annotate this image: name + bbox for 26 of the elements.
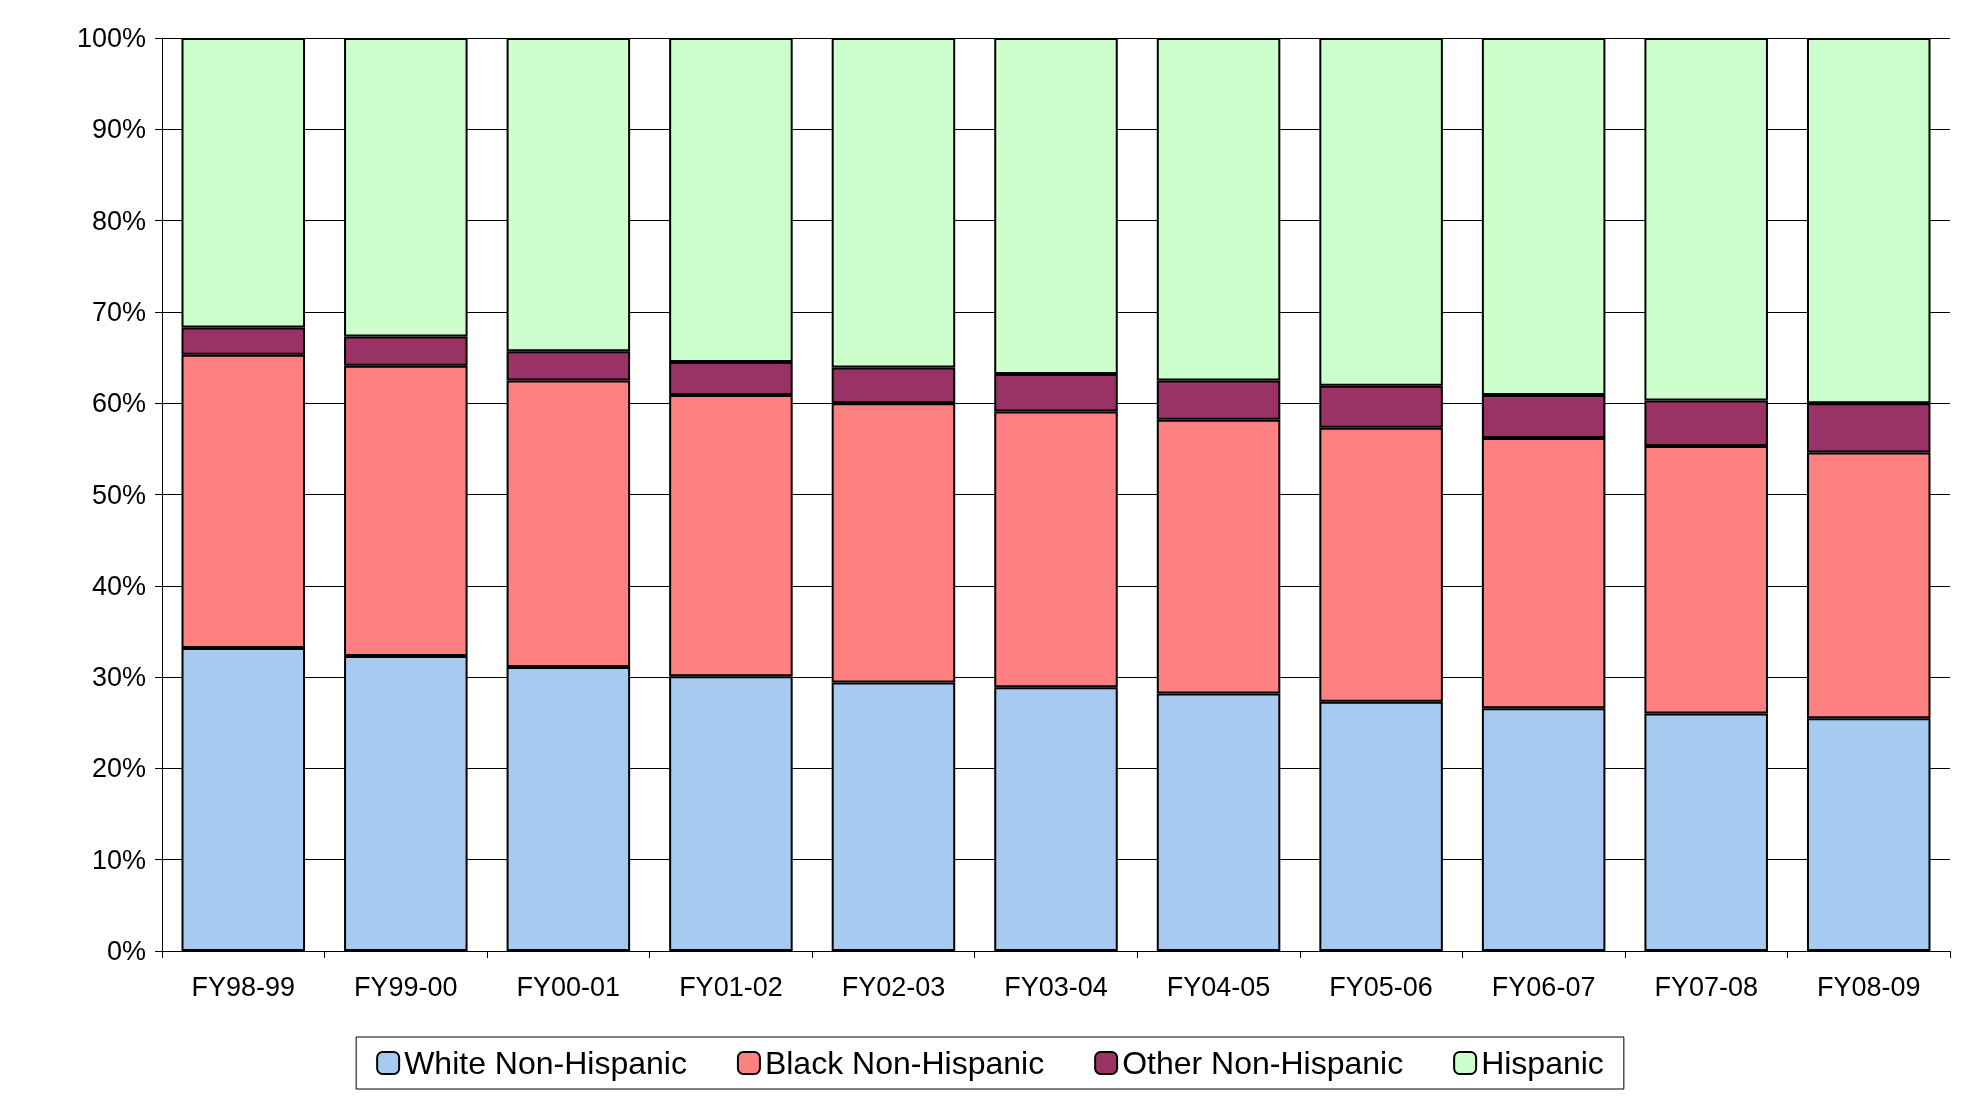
y-tick-label: 0% [106,936,146,966]
legend-label: Hispanic [1481,1045,1604,1081]
legend-label: Black Non-Hispanic [764,1045,1045,1081]
x-tick-label: FY06-07 [1491,971,1596,1002]
x-tick-label: FY01-02 [679,971,783,1002]
x-tick-label: FY00-01 [516,971,621,1002]
y-tick-label: 50% [91,479,146,510]
y-tick-label: 90% [91,114,146,145]
x-tick-label: FY02-03 [841,971,946,1002]
y-tick-label: 100% [76,23,146,53]
x-tick-label: FY07-08 [1654,971,1758,1002]
y-tick-label: 30% [91,662,146,693]
x-tick-label: FY04-05 [1166,971,1271,1002]
x-tick-label: FY03-04 [1004,971,1108,1002]
legend-label: Other Non-Hispanic [1122,1045,1404,1081]
y-tick-label: 60% [91,388,146,419]
legend-label: White Non-Hispanic [404,1045,687,1081]
y-tick-label: 70% [91,296,146,327]
x-tick-label: FY08-09 [1816,971,1921,1002]
y-tick-label: 40% [91,570,146,601]
x-tick-label: FY98-99 [191,971,296,1002]
x-tick-label: FY99-00 [354,971,458,1002]
y-tick-label: 80% [91,205,146,236]
y-tick-label: 20% [91,753,146,784]
x-tick-label: FY05-06 [1329,971,1433,1002]
y-tick-label: 10% [91,844,146,875]
